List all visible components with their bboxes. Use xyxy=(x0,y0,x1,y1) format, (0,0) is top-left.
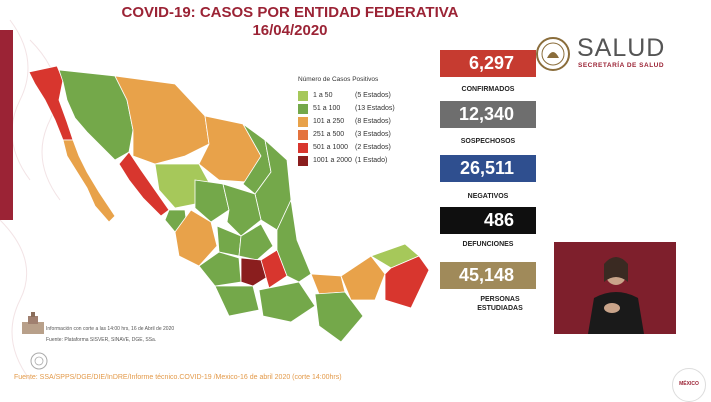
mexico-seal-icon xyxy=(536,37,570,71)
legend-states: (1 Estado) xyxy=(355,157,388,164)
interpreter-figure-icon xyxy=(588,257,644,334)
state-tamaulipas xyxy=(254,138,292,231)
legend-states: (13 Estados) xyxy=(355,105,395,112)
state-chiapas xyxy=(314,291,364,343)
source-line: Fuente: SSA/SPPS/DGE/DIE/InDRE/Informe t… xyxy=(14,374,342,381)
state-sinaloa xyxy=(118,151,170,217)
state-michoacan xyxy=(198,251,242,287)
legend-item: 1001 a 2000 (1 Estado) xyxy=(298,154,395,167)
state-jalisco xyxy=(174,209,218,267)
background-pattern xyxy=(0,19,61,381)
legend-states: (2 Estados) xyxy=(355,144,391,151)
legend-item: 101 a 250 (8 Estados) xyxy=(298,115,395,128)
state-queretaro-hidalgo xyxy=(238,223,274,261)
small-seal-icon xyxy=(30,352,48,370)
state-mexico-cdmx xyxy=(240,257,270,287)
personas-estudiadas-label: PERSONAS ESTUDIADAS xyxy=(477,296,523,312)
sign-language-interpreter-video xyxy=(554,242,676,334)
cutoff-note: Información con corte a las 14:00 hrs, 1… xyxy=(46,326,175,332)
state-quintana-roo xyxy=(384,255,430,309)
state-campeche xyxy=(340,255,386,301)
page-title: COVID-19: CASOS POR ENTIDAD FEDERATIVA 1… xyxy=(100,4,480,40)
legend-item: 1 a 50 (5 Estados) xyxy=(298,89,395,102)
gobierno-mexico-badge: MÉXICO xyxy=(672,368,706,402)
legend-range: 101 a 250 xyxy=(313,118,345,125)
state-oaxaca xyxy=(258,281,316,323)
legend-swatch xyxy=(298,142,308,153)
negativos-value: 26,511 xyxy=(440,155,536,182)
legend-item: 51 a 100 (13 Estados) xyxy=(298,102,395,115)
legend-swatch xyxy=(298,90,308,101)
legend-states: (3 Estados) xyxy=(355,131,391,138)
legend-range: 1001 a 2000 xyxy=(313,157,352,164)
legend-states: (8 Estados) xyxy=(355,118,391,125)
title-line-1: COVID-19: CASOS POR ENTIDAD FEDERATIVA xyxy=(121,4,459,21)
legend-swatch xyxy=(298,103,308,114)
salud-logo: SALUD SECRETARÍA DE SALUD xyxy=(535,34,675,76)
defunciones-value: 486 xyxy=(440,207,536,234)
legend-range: 1 a 50 xyxy=(313,92,333,99)
legend-swatch xyxy=(298,129,308,140)
confirmados-label: CONFIRMADOS xyxy=(461,86,515,93)
legend-swatch xyxy=(298,155,308,166)
palace-illustration-icon xyxy=(22,312,44,334)
legend-range: 501 a 1000 xyxy=(313,144,349,151)
legend-states: (5 Estados) xyxy=(355,92,391,99)
legend-range: 251 a 500 xyxy=(313,131,345,138)
state-tabasco xyxy=(310,273,346,295)
defunciones-label: DEFUNCIONES xyxy=(462,241,514,248)
legend-item: 501 a 1000 (2 Estados) xyxy=(298,141,395,154)
state-chihuahua xyxy=(114,75,210,165)
negativos-label: NEGATIVOS xyxy=(467,193,509,200)
legend-item: 251 a 500 (3 Estados) xyxy=(298,128,395,141)
sospechosos-label: SOSPECHOSOS xyxy=(460,138,516,145)
mexico-map xyxy=(28,65,430,343)
confirmados-value: 6,297 xyxy=(440,50,536,77)
state-zacatecas xyxy=(194,179,230,223)
legend-range: 51 a 100 xyxy=(313,105,341,112)
legend: Número de Casos Positivos 1 a 50 (5 Esta… xyxy=(298,76,395,167)
legend-swatch xyxy=(298,116,308,127)
title-line-2: 16/04/2020 xyxy=(252,22,328,39)
state-guerrero xyxy=(214,285,260,317)
logo-word: SALUD xyxy=(577,34,666,62)
left-accent-stripe xyxy=(0,30,13,220)
badge-text: MÉXICO xyxy=(679,381,699,387)
sospechosos-value: 12,340 xyxy=(440,101,536,128)
platform-note: Fuente: Plataforma SISVER, SINAVE, DGE, … xyxy=(46,337,157,343)
logo-subtitle: SECRETARÍA DE SALUD xyxy=(578,62,665,69)
personas-estudiadas-value: 45,148 xyxy=(440,262,536,289)
state-baja-california-sur xyxy=(62,139,116,223)
legend-title: Número de Casos Positivos xyxy=(298,76,379,83)
state-veracruz xyxy=(276,198,312,283)
